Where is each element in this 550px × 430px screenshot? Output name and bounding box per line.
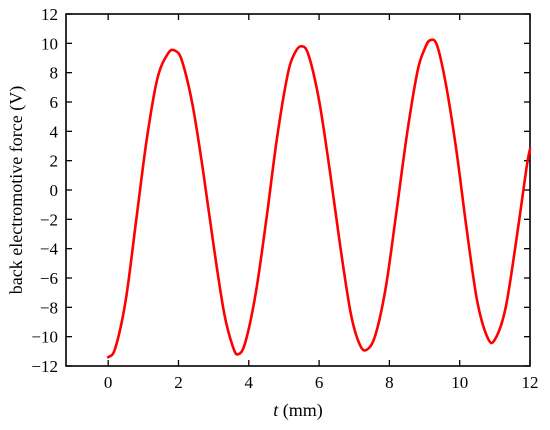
y-tick-label: −10 <box>31 328 58 347</box>
y-tick-label: 2 <box>50 152 59 171</box>
x-tick-label: 10 <box>451 373 468 392</box>
y-tick-label: 12 <box>41 5 58 24</box>
tick-marks <box>66 13 531 367</box>
y-tick-label: −6 <box>40 269 58 288</box>
y-tick-label: −4 <box>40 240 59 259</box>
y-tick-label: −2 <box>40 210 58 229</box>
plot-area-frame <box>65 13 531 367</box>
x-tick-label: 12 <box>522 373 539 392</box>
tick-labels: 0 2 4 6 8 10 12 −12 −10 −8 −6 −4 −2 0 2 4 6 8 10 12 <box>31 5 538 392</box>
x-axis-title-variable: t <box>273 400 279 420</box>
y-tick-label: 10 <box>41 34 58 53</box>
x-tick-label: 2 <box>174 373 183 392</box>
x-tick-label: 4 <box>245 373 254 392</box>
y-tick-label: −12 <box>31 357 58 376</box>
y-tick-label: 4 <box>50 122 59 141</box>
y-tick-label: 8 <box>50 64 59 83</box>
y-axis-title: back electromotive force (V) <box>6 86 27 294</box>
x-tick-label: 0 <box>104 373 113 392</box>
y-tick-label: 0 <box>50 181 59 200</box>
y-tick-label: −8 <box>40 298 58 317</box>
series-line <box>106 38 532 359</box>
x-axis-title: t (mm) <box>273 400 323 421</box>
x-axis-title-unit: (mm) <box>278 400 323 421</box>
x-tick-label: 8 <box>385 373 394 392</box>
x-tick-label: 6 <box>315 373 324 392</box>
y-tick-label: 6 <box>50 93 59 112</box>
